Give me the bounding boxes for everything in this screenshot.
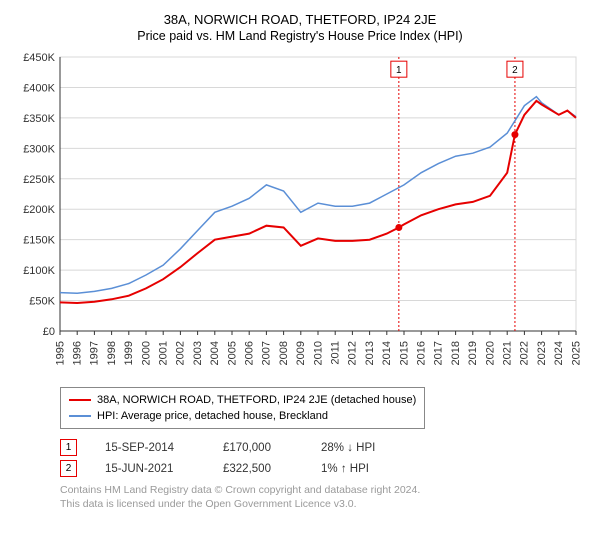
sale-delta: 1% ↑ HPI xyxy=(321,463,369,475)
svg-text:£100K: £100K xyxy=(23,265,55,277)
sale-date: 15-SEP-2014 xyxy=(105,442,195,454)
svg-text:1999: 1999 xyxy=(123,341,135,365)
svg-text:2011: 2011 xyxy=(330,341,342,365)
svg-text:2023: 2023 xyxy=(536,341,548,365)
table-row: 2 15-JUN-2021 £322,500 1% ↑ HPI xyxy=(60,460,586,477)
marker-badge-1: 1 xyxy=(60,439,77,456)
sale-price: £322,500 xyxy=(223,463,293,475)
svg-text:2000: 2000 xyxy=(140,341,152,365)
address-title: 38A, NORWICH ROAD, THETFORD, IP24 2JE xyxy=(14,12,586,27)
footer-line-1: Contains HM Land Registry data © Crown c… xyxy=(60,483,586,497)
svg-text:2008: 2008 xyxy=(278,341,290,365)
marker-badge-2: 2 xyxy=(60,460,77,477)
svg-text:2006: 2006 xyxy=(243,341,255,365)
chart: £0 £50K £100K £150K £200K £250K £300K £350K £400… xyxy=(14,51,586,381)
svg-text:2021: 2021 xyxy=(502,341,514,365)
svg-text:£50K: £50K xyxy=(29,296,55,308)
legend: 38A, NORWICH ROAD, THETFORD, IP24 2JE (d… xyxy=(60,387,425,429)
sale-date: 15-JUN-2021 xyxy=(105,463,195,475)
svg-text:1995: 1995 xyxy=(54,341,66,365)
svg-text:2: 2 xyxy=(512,65,518,76)
svg-text:2013: 2013 xyxy=(364,341,376,365)
footer-attribution: Contains HM Land Registry data © Crown c… xyxy=(60,483,586,511)
svg-text:2017: 2017 xyxy=(433,341,445,365)
svg-text:2018: 2018 xyxy=(450,341,462,365)
svg-text:2005: 2005 xyxy=(226,341,238,365)
svg-text:2010: 2010 xyxy=(312,341,324,365)
sale-delta: 28% ↓ HPI xyxy=(321,442,375,454)
svg-text:2020: 2020 xyxy=(484,341,496,365)
svg-text:2004: 2004 xyxy=(209,341,221,365)
svg-text:2014: 2014 xyxy=(381,341,393,365)
svg-text:1997: 1997 xyxy=(89,341,101,365)
svg-text:£200K: £200K xyxy=(23,204,55,216)
sale-price: £170,000 xyxy=(223,442,293,454)
svg-text:2009: 2009 xyxy=(295,341,307,365)
svg-text:1996: 1996 xyxy=(71,341,83,365)
table-row: 1 15-SEP-2014 £170,000 28% ↓ HPI xyxy=(60,439,586,456)
line-chart-svg: £0 £50K £100K £150K £200K £250K £300K £350K £400… xyxy=(14,51,586,381)
svg-text:2001: 2001 xyxy=(157,341,169,365)
svg-text:£150K: £150K xyxy=(23,235,55,247)
svg-text:2024: 2024 xyxy=(553,341,565,365)
legend-row-1: 38A, NORWICH ROAD, THETFORD, IP24 2JE (d… xyxy=(69,392,416,408)
svg-text:2022: 2022 xyxy=(519,341,531,365)
svg-text:£0: £0 xyxy=(43,326,55,338)
svg-text:£450K: £450K xyxy=(23,52,55,64)
svg-text:2015: 2015 xyxy=(398,341,410,365)
svg-text:2019: 2019 xyxy=(467,341,479,365)
subtitle: Price paid vs. HM Land Registry's House … xyxy=(14,29,586,43)
sales-table: 1 15-SEP-2014 £170,000 28% ↓ HPI 2 15-JU… xyxy=(60,439,586,477)
svg-text:£250K: £250K xyxy=(23,174,55,186)
svg-text:2007: 2007 xyxy=(261,341,273,365)
svg-text:1998: 1998 xyxy=(106,341,118,365)
svg-text:£400K: £400K xyxy=(23,82,55,94)
legend-swatch-2 xyxy=(69,415,91,417)
svg-text:2002: 2002 xyxy=(175,341,187,365)
legend-label-2: HPI: Average price, detached house, Brec… xyxy=(97,408,328,424)
footer-line-2: This data is licensed under the Open Gov… xyxy=(60,497,586,511)
svg-text:2016: 2016 xyxy=(416,341,428,365)
svg-text:£350K: £350K xyxy=(23,113,55,125)
legend-row-2: HPI: Average price, detached house, Brec… xyxy=(69,408,416,424)
svg-text:£300K: £300K xyxy=(23,143,55,155)
svg-text:2025: 2025 xyxy=(570,341,582,365)
legend-label-1: 38A, NORWICH ROAD, THETFORD, IP24 2JE (d… xyxy=(97,392,416,408)
svg-text:2003: 2003 xyxy=(192,341,204,365)
svg-text:2012: 2012 xyxy=(347,341,359,365)
svg-text:1: 1 xyxy=(396,65,402,76)
legend-swatch-1 xyxy=(69,399,91,401)
chart-container: 38A, NORWICH ROAD, THETFORD, IP24 2JE Pr… xyxy=(0,0,600,519)
